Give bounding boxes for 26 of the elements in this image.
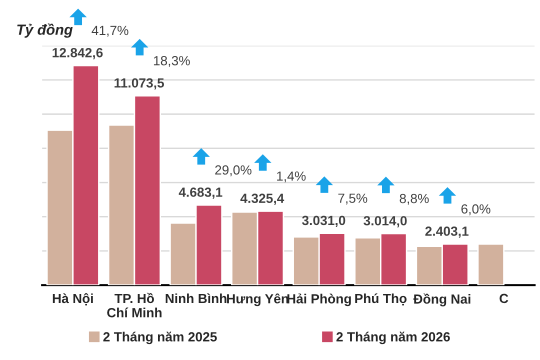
data-label: 3.014,0 [364, 216, 407, 228]
text: 41,7% [92, 26, 128, 37]
data-label: 4.325,4 [240, 194, 284, 205]
x-tick-label: C [500, 294, 508, 304]
bar [477, 243, 505, 286]
annotation: 6,0% [461, 204, 490, 216]
annotation: 7,5% [338, 194, 368, 204]
legend-label: 2 Tháng năm 2025 [103, 332, 217, 344]
data-label: 11.073,5 [114, 78, 164, 90]
x-tick-label: Hải Phòng [287, 293, 351, 306]
y-axis-title: Tỷ đồng [17, 23, 73, 38]
x-tick-label: TP. Hồ Chí Minh [107, 292, 162, 318]
x-tick-label: Hà Nội [52, 293, 93, 306]
annotation: 29,0% [215, 165, 252, 176]
x-tick-label: Ninh Bình [166, 293, 226, 304]
x-tick-label: Hưng Yên [227, 293, 288, 306]
data-label: 4.683,1 [178, 188, 222, 199]
x-tick-label: Phú Thọ [355, 293, 407, 306]
data-label: 2.403,1 [425, 226, 468, 238]
x-tick-label: Đồng Nai [413, 293, 470, 306]
data-label: 3.031,0 [302, 216, 346, 228]
annotation: 8,8% [400, 194, 429, 205]
annotation: 18,3% [154, 56, 190, 67]
data-label: 12.842,6 [52, 48, 103, 60]
annotation: 1,4% [277, 171, 306, 182]
legend-label: 2 Tháng năm 2026 [336, 332, 450, 344]
